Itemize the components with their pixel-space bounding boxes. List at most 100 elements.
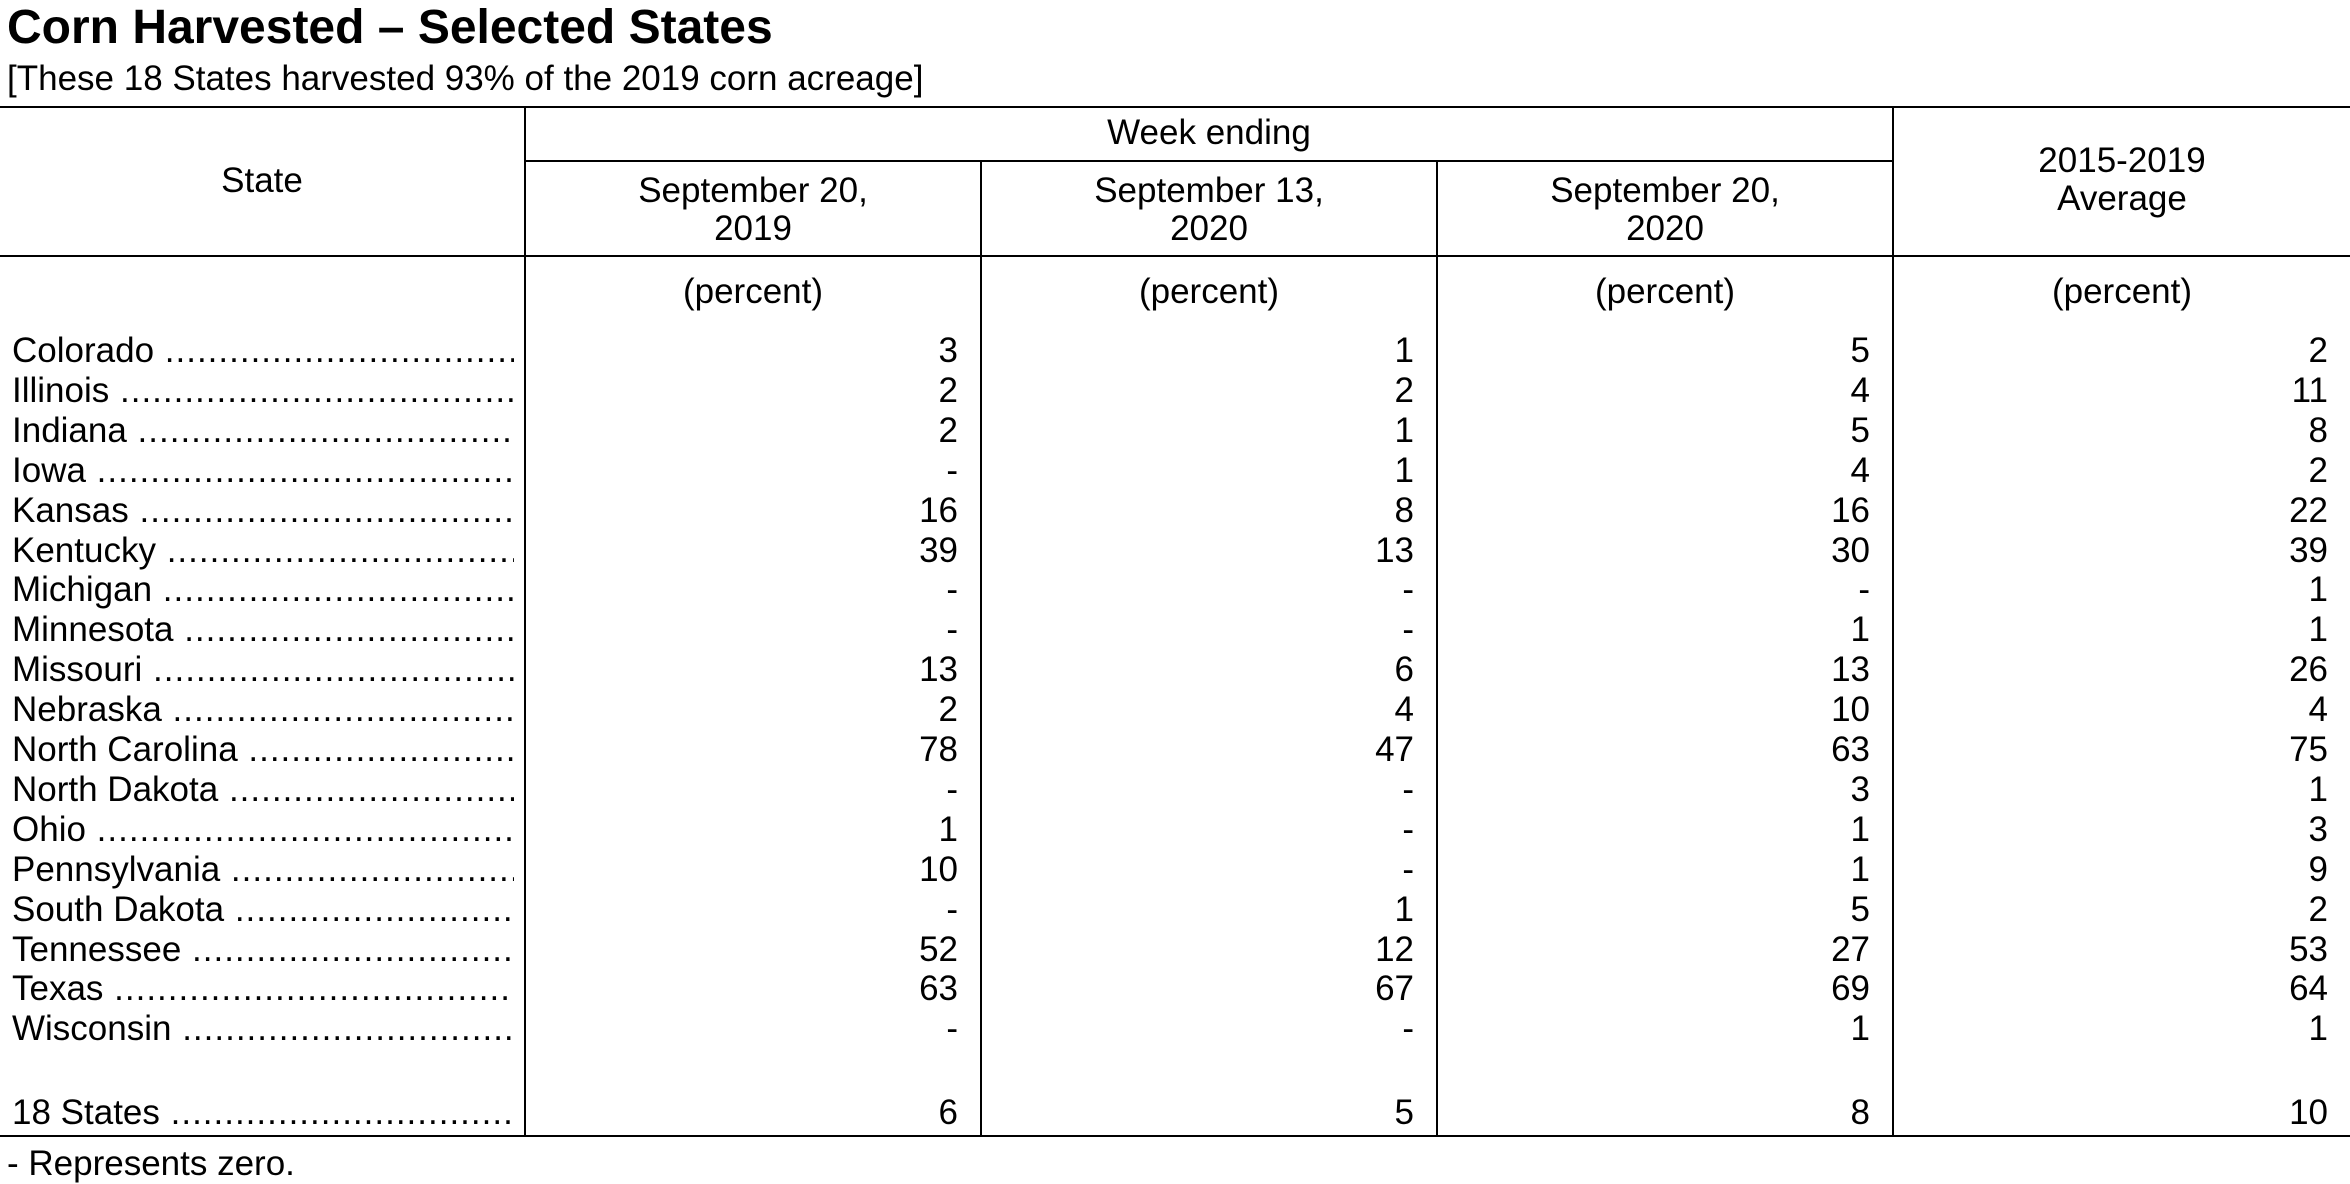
state-name: Minnesota: [12, 610, 514, 650]
value-cell: -: [1402, 850, 1414, 889]
value-cell: 5: [1850, 331, 1870, 370]
value-cell: 5: [1394, 1093, 1414, 1132]
table-row: South Dakota - 1 5 2: [0, 890, 2350, 930]
value-cell: 12: [1375, 930, 1414, 969]
table-row: Pennsylvania 10 - 1 9: [0, 850, 2350, 890]
value-cell: 30: [1831, 531, 1870, 570]
table-bottom-rule: [0, 1135, 2350, 1137]
value-cell: 10: [1831, 690, 1870, 729]
state-name: South Dakota: [12, 890, 514, 930]
value-cell: 1: [1394, 451, 1414, 490]
state-name: 18 States: [12, 1093, 514, 1133]
value-cell: 67: [1375, 969, 1414, 1008]
value-cell: -: [946, 770, 958, 809]
value-cell: 11: [2291, 371, 2328, 410]
value-cell: 10: [919, 850, 958, 889]
header-week-ending: Week ending: [1107, 113, 1311, 152]
header-col-sep-20-2020: September 20, 2020: [1550, 171, 1780, 248]
value-cell: 1: [938, 810, 958, 849]
state-name: Missouri: [12, 650, 514, 690]
value-cell: 2: [2308, 331, 2328, 370]
table-row: North Carolina 78 47 63 75: [0, 730, 2350, 770]
value-cell: -: [946, 610, 958, 649]
value-cell: 13: [919, 650, 958, 689]
value-cell: 1: [1394, 890, 1414, 929]
header-state: State: [221, 161, 303, 200]
value-cell: 1: [2308, 570, 2328, 609]
state-name: Wisconsin: [12, 1009, 514, 1049]
value-cell: 2: [1394, 371, 1414, 410]
value-cell: 16: [919, 491, 958, 530]
value-cell: 2: [938, 690, 958, 729]
value-cell: 47: [1375, 730, 1414, 769]
value-cell: 3: [938, 331, 958, 370]
table-row: Michigan - - - 1: [0, 570, 2350, 610]
value-cell: 52: [919, 930, 958, 969]
footnote: - Represents zero.: [7, 1144, 295, 1183]
value-cell: 1: [2308, 1009, 2328, 1048]
value-cell: -: [1402, 610, 1414, 649]
state-name: Texas: [12, 969, 514, 1009]
value-cell: 13: [1375, 531, 1414, 570]
value-cell: 63: [919, 969, 958, 1008]
value-cell: 63: [1831, 730, 1870, 769]
state-name: North Carolina: [12, 730, 514, 770]
state-name: Michigan: [12, 570, 514, 610]
value-cell: 3: [1850, 770, 1870, 809]
header-col-average: 2015-2019 Average: [2038, 141, 2206, 218]
table-subtitle: [These 18 States harvested 93% of the 20…: [7, 59, 924, 98]
table-row: Kansas 16 8 16 22: [0, 491, 2350, 531]
table-row: North Dakota - - 3 1: [0, 770, 2350, 810]
state-name: Pennsylvania: [12, 850, 514, 890]
value-cell: 4: [1394, 690, 1414, 729]
unit-label: (percent): [2051, 272, 2193, 311]
page-title: Corn Harvested – Selected States: [7, 1, 773, 54]
value-cell: 2: [2308, 451, 2328, 490]
value-cell: 1: [1394, 331, 1414, 370]
unit-label: (percent): [682, 272, 824, 311]
value-cell: 4: [1850, 451, 1870, 490]
value-cell: 2: [938, 371, 958, 410]
value-cell: 53: [2289, 930, 2328, 969]
value-cell: -: [1402, 1009, 1414, 1048]
value-cell: 78: [919, 730, 958, 769]
header-bottom-rule: [0, 255, 2350, 257]
value-cell: 1: [1394, 411, 1414, 450]
value-cell: 1: [1850, 610, 1870, 649]
value-cell: 1: [1850, 850, 1870, 889]
table-row: Illinois 2 2 4 11: [0, 371, 2350, 411]
value-cell: 27: [1831, 930, 1870, 969]
value-cell: 1: [1850, 810, 1870, 849]
value-cell: 2: [938, 411, 958, 450]
value-cell: -: [1402, 570, 1414, 609]
value-cell: 3: [2308, 810, 2328, 849]
state-name: Kansas: [12, 491, 514, 531]
state-name: Colorado: [12, 331, 514, 371]
value-cell: 4: [1850, 371, 1870, 410]
value-cell: -: [946, 451, 958, 490]
state-name: Nebraska: [12, 690, 514, 730]
value-cell: 5: [1850, 411, 1870, 450]
value-cell: 1: [2308, 610, 2328, 649]
state-name: Ohio: [12, 810, 514, 850]
header-col-sep-13-2020: September 13, 2020: [1094, 171, 1324, 248]
value-cell: 8: [1394, 491, 1414, 530]
table-row: Nebraska 2 4 10 4: [0, 690, 2350, 730]
column-divider-1: [524, 106, 526, 1136]
column-divider-3: [1436, 161, 1438, 1136]
value-cell: 22: [2289, 491, 2328, 530]
table-total-row: 18 States 6 5 8 10: [0, 1093, 2350, 1133]
value-cell: 6: [938, 1093, 958, 1132]
value-cell: 2: [2308, 890, 2328, 929]
value-cell: 64: [2289, 969, 2328, 1008]
value-cell: 13: [1831, 650, 1870, 689]
state-name: Kentucky: [12, 531, 514, 571]
table-top-rule: [0, 106, 2350, 108]
value-cell: 1: [2308, 770, 2328, 809]
value-cell: 8: [1850, 1093, 1870, 1132]
table-row: Missouri 13 6 13 26: [0, 650, 2350, 690]
unit-label: (percent): [1138, 272, 1280, 311]
value-cell: 26: [2289, 650, 2328, 689]
table-row: Colorado 3 1 5 2: [0, 331, 2350, 371]
value-cell: 9: [2308, 850, 2328, 889]
